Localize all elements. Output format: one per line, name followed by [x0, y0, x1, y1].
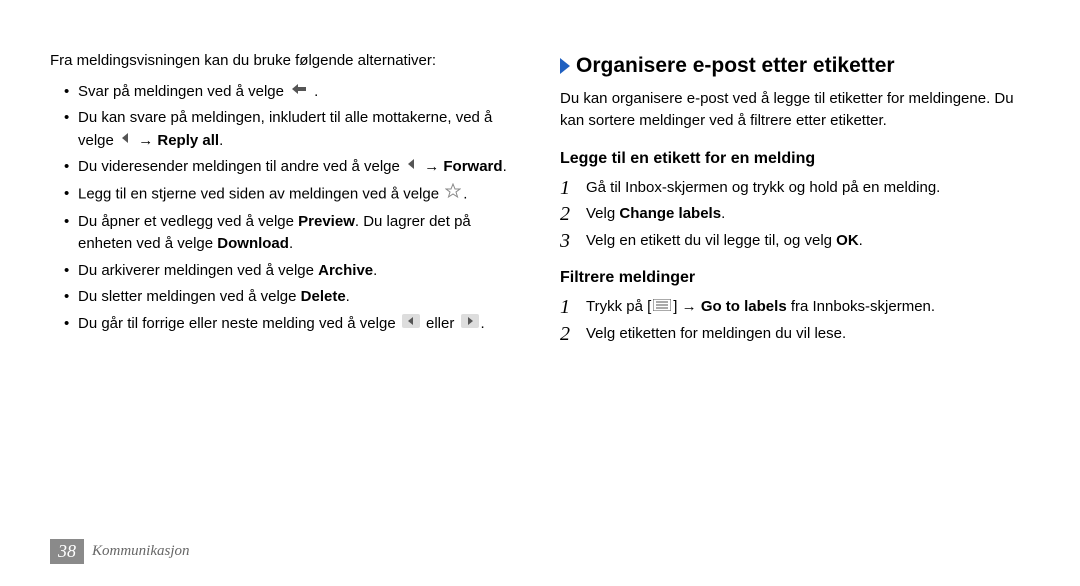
bullet-item: Du videresender meldingen til andre ved …	[64, 156, 520, 179]
reply-icon	[290, 81, 312, 104]
bullet-item: Du går til forrige eller neste melding v…	[64, 313, 520, 336]
step-number: 1	[560, 177, 578, 199]
section-heading: Organisere e-post etter etiketter	[560, 50, 1030, 82]
subheading-filter: Filtrere meldinger	[560, 266, 1030, 290]
steps-filter: 1Trykk på [] → Go to labels fra Innboks-…	[560, 296, 1030, 345]
bullet-item: Legg til en stjerne ved siden av melding…	[64, 183, 520, 207]
list-item: 1Trykk på [] → Go to labels fra Innboks-…	[560, 296, 1030, 319]
step-number: 3	[560, 230, 578, 252]
bold-ok: OK	[836, 232, 859, 249]
step-number: 1	[560, 296, 578, 318]
left-intro: Fra meldingsvisningen kan du bruke følge…	[50, 50, 520, 73]
chevron-icon	[560, 58, 570, 74]
right-column: Organisere e-post etter etiketter Du kan…	[560, 50, 1030, 349]
step-number: 2	[560, 203, 578, 225]
page-footer: 38 Kommunikasjon	[50, 539, 190, 564]
bold-preview: Preview	[298, 213, 355, 230]
step-number: 2	[560, 323, 578, 345]
bullet-item: Du arkiverer meldingen ved å velge Archi…	[64, 260, 520, 283]
list-item: 1Gå til Inbox-skjermen og trykk og hold …	[560, 177, 1030, 200]
bullet-item: Du kan svare på meldingen, inkludert til…	[64, 107, 520, 152]
bold-delete: Delete	[301, 288, 346, 305]
page-number: 38	[50, 539, 84, 564]
left-column: Fra meldingsvisningen kan du bruke følge…	[50, 50, 520, 349]
back-icon	[120, 130, 132, 153]
list-item: 2Velg etiketten for meldingen du vil les…	[560, 323, 1030, 346]
star-icon	[445, 183, 461, 207]
bold-change-labels: Change labels	[619, 205, 721, 222]
right-intro: Du kan organisere e-post ved å legge til…	[560, 88, 1030, 133]
steps-add-label: 1Gå til Inbox-skjermen og trykk og hold …	[560, 177, 1030, 253]
footer-section: Kommunikasjon	[92, 543, 190, 560]
bullet-item: Du åpner et vedlegg ved å velge Preview.…	[64, 211, 520, 256]
bold-go-to-labels: Go to labels	[701, 298, 787, 315]
left-bullets: Svar på meldingen ved å velge . Du kan s…	[50, 81, 520, 336]
bold-forward: Forward	[443, 159, 502, 176]
bullet-item: Svar på meldingen ved å velge .	[64, 81, 520, 104]
list-item: 3Velg en etikett du vil legge til, og ve…	[560, 230, 1030, 253]
back-icon	[406, 156, 418, 179]
bold-reply-all: Reply all	[157, 132, 219, 149]
bullet-item: Du sletter meldingen ved å velge Delete.	[64, 286, 520, 309]
subheading-add-label: Legge til en etikett for en melding	[560, 147, 1030, 171]
menu-icon	[653, 296, 671, 319]
bold-archive: Archive	[318, 262, 373, 279]
bold-download: Download	[217, 235, 289, 252]
next-icon	[461, 313, 479, 336]
prev-icon	[402, 313, 420, 336]
list-item: 2Velg Change labels.	[560, 203, 1030, 226]
